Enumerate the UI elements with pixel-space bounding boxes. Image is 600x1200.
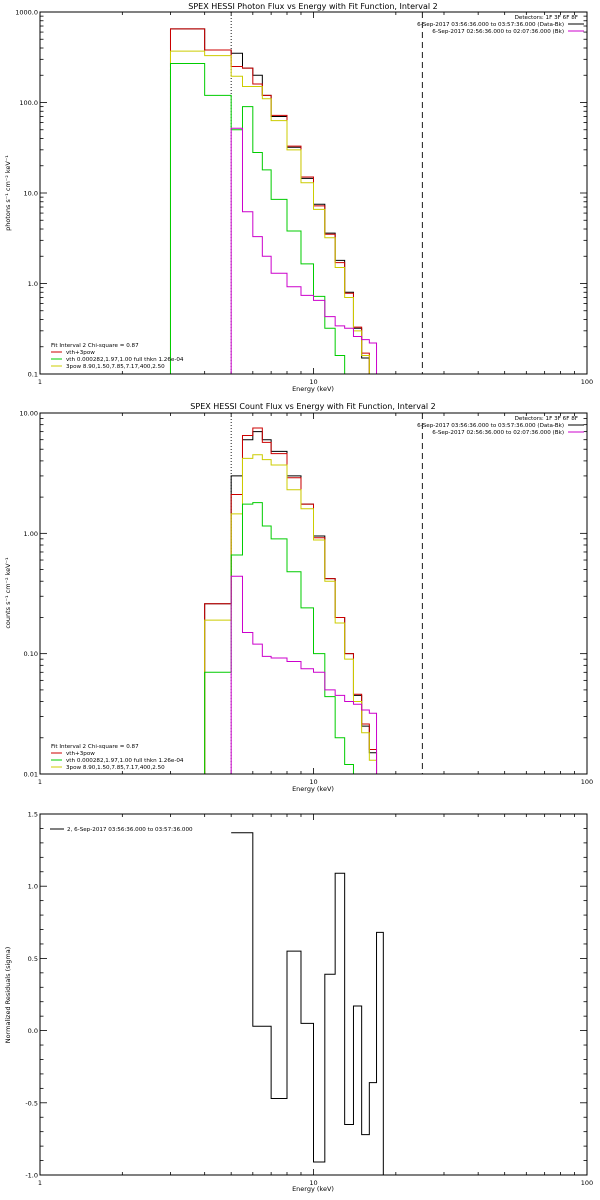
plot-area: 1 10 100 0.01 0.10 1.00 10.00 [19,410,593,787]
lower-legend-header: Fit Interval 2 Chi-square = 0.87 [51,343,139,349]
axis-ticks [39,412,588,775]
y-tick-label: -0.5 [25,1099,38,1107]
upper-legend-header: Detectors: 1F 3F 6F 8F [515,416,578,422]
y-axis-label: Normalized Residuals (sigma) [4,947,12,1044]
y-tick-label: 0.0 [28,1027,38,1035]
lower-legend-line-2: vth 0.000282,1.97,1.00 full thkn 1.26e-0… [66,357,184,363]
y-axis-label: counts s⁻¹ cm⁻² keV⁻¹ [4,557,12,629]
y-tick-label: 0.10 [24,650,38,658]
lower-legend-line-3: 3pow 8.90,1.50,7.85,7.17,400,2.50 [66,364,165,370]
x-axis-label: Energy (keV) [292,385,334,393]
x-tick-label: 100 [581,778,593,786]
chart-title: SPEX HESSI Count Flux vs Energy with Fit… [190,402,435,411]
residuals-chart: 1 10 100-1.0-0.50.00.51.01.5 Energy (keV) … [4,811,593,1194]
y-tick-label: 0.01 [24,771,38,779]
upper-legend-line-2: 6-Sep-2017 02:56:36.000 to 02:07:36.000 … [432,29,564,35]
series-line-4 [230,575,396,775]
x-tick-label: 10 [309,778,317,786]
series-line-1 [170,427,396,775]
plot-area: 1 10 100 0.1 1.0 10.0 100.0 1000.0 [15,9,593,387]
series-line-2 [170,454,396,775]
y-tick-label: 100.0 [19,99,38,107]
lower-legend-line-2: vth 0.000282,1.97,1.00 full thkn 1.26e-0… [66,758,184,764]
y-tick-label: 1000.0 [15,9,38,17]
y-tick-label: 1.0 [28,280,38,288]
y-tick-label: 0.1 [28,371,38,379]
lower-legend-line-1: vth+3pow [66,350,95,356]
y-tick-label: 10.0 [24,190,38,198]
lower-legend-line-3: 3pow 8.90,1.50,7.85,7.17,400,2.50 [66,765,165,771]
plot-frame [39,11,588,375]
series-line-2 [169,50,396,375]
count-flux-chart: SPEX HESSI Count Flux vs Energy with Fit… [4,402,593,793]
series-line-0 [231,832,396,1176]
x-axis-label: Energy (keV) [292,1185,334,1193]
y-tick-label: 0.5 [28,955,38,963]
series-line-3 [170,502,396,775]
y-tick-label: 1.00 [24,530,38,538]
photon-flux-chart: SPEX HESSI Photon Flux vs Energy with Fi… [4,2,593,393]
x-tick-label: 1 [38,378,42,386]
plot-frame [39,412,588,775]
y-tick-label: -1.0 [25,1172,38,1180]
x-tick-label: 10 [309,1179,317,1187]
y-tick-label: 10.00 [19,410,38,418]
series-line-4 [230,127,396,375]
plot-frame [39,813,588,1176]
x-tick-label: 1 [38,778,42,786]
y-axis-label: photons s⁻¹ cm⁻² keV⁻¹ [4,155,12,231]
lower-legend-line-1: vth+3pow [66,751,95,757]
legend-label: 2, 6-Sep-2017 03:56:36.000 to 03:57:36.0… [67,827,193,833]
upper-legend-line-1: 6-Sep-2017 03:56:36.000 to 03:57:36.000 … [417,423,564,429]
lower-legend-header: Fit Interval 2 Chi-square = 0.87 [51,744,139,750]
upper-legend-line-1: 6-Sep-2017 03:56:36.000 to 03:57:36.000 … [417,22,564,28]
x-tick-label: 100 [581,1179,593,1187]
x-axis-label: Energy (keV) [292,785,334,793]
y-tick-label: 1.5 [28,811,38,819]
upper-legend-line-2: 6-Sep-2017 02:56:36.000 to 02:07:36.000 … [432,430,564,436]
x-tick-label: 10 [309,378,317,386]
upper-legend-header: Detectors: 1F 3F 6F 8F [515,15,578,21]
x-tick-label: 1 [38,1179,42,1187]
chart-title: SPEX HESSI Photon Flux vs Energy with Fi… [188,2,438,11]
x-tick-label: 100 [581,378,593,386]
y-tick-label: 1.0 [28,883,38,891]
plot-area: 1 10 100 -1.0 -0.5 0.0 0.5 1.0 1.5 [25,811,593,1188]
